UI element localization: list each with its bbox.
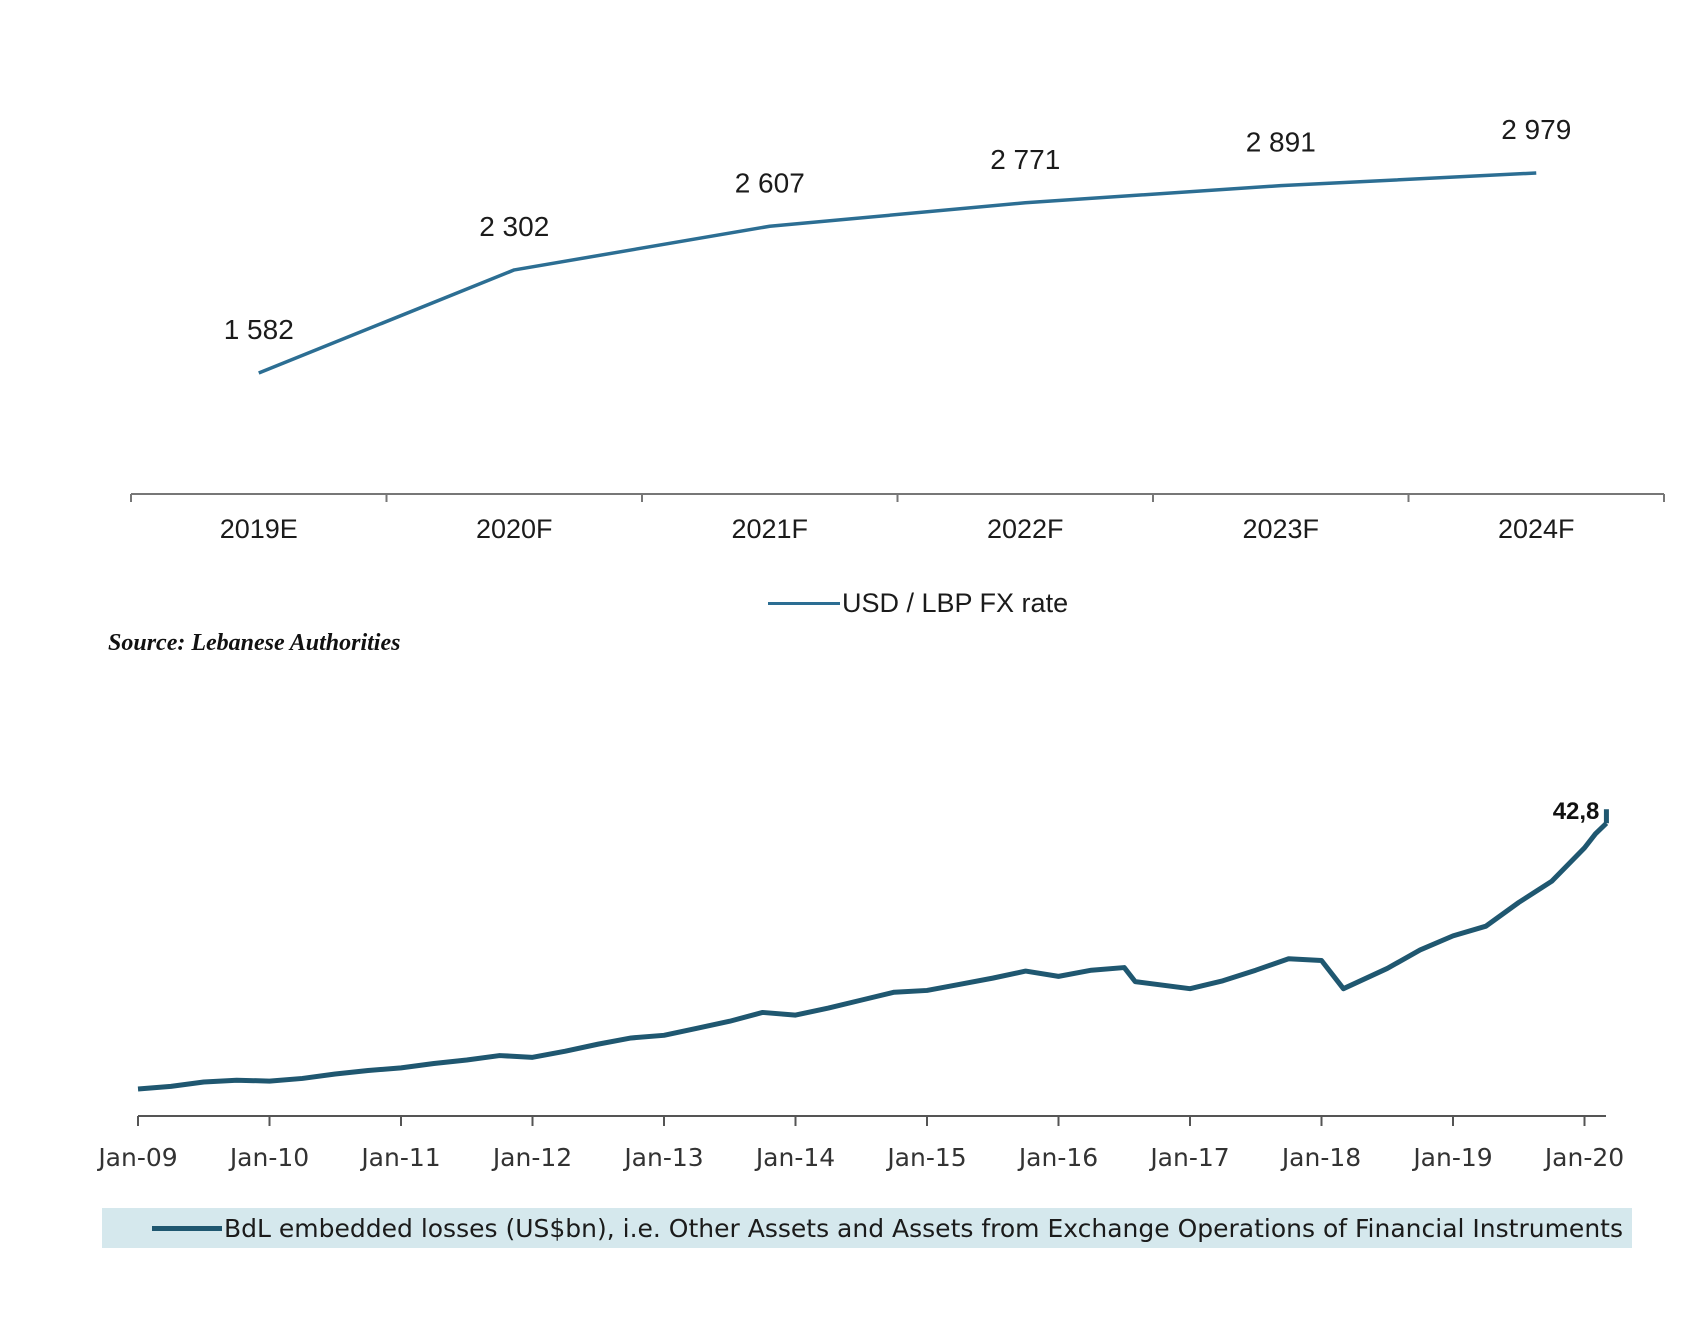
x-tick-label: Jan-09 (96, 1143, 177, 1172)
data-label: 2 771 (990, 144, 1060, 175)
source-note: Source: Lebanese Authorities (108, 630, 401, 656)
data-label: 2 979 (1501, 114, 1571, 145)
end-value-label: 42,8 (1553, 798, 1600, 825)
bdl-losses-line (137, 821, 1609, 1092)
x-tick-label: Jan-19 (1411, 1143, 1492, 1172)
x-tick-label: 2023F (1242, 514, 1319, 544)
x-tick-label: 2019E (220, 514, 298, 544)
fx-rate-legend-label: USD / LBP FX rate (842, 588, 1069, 618)
x-tick-label: Jan-12 (491, 1143, 572, 1172)
x-tick-label: 2022F (987, 514, 1064, 544)
x-tick-label: Jan-18 (1280, 1143, 1361, 1172)
fx-rate-line (258, 171, 1537, 375)
fx-rate-legend-swatch (768, 602, 840, 605)
data-label: 2 302 (479, 211, 549, 242)
fx-rate-chart: 2019E 2020F 2021F 2022F 2023F 2024F 1 582 2 302… (130, 114, 1665, 544)
x-tick-label: 2024F (1498, 514, 1575, 544)
bdl-losses-legend: BdL embedded losses (US$bn), i.e. Other … (102, 1208, 1632, 1248)
x-tick-label: Jan-15 (885, 1143, 966, 1172)
x-tick-label: Jan-14 (754, 1143, 835, 1172)
x-tick-label: Jan-10 (228, 1143, 309, 1172)
data-label: 2 891 (1246, 127, 1316, 158)
x-tick-label: Jan-13 (622, 1143, 703, 1172)
x-tick-label: Jan-17 (1148, 1143, 1229, 1172)
x-tick-label: Jan-16 (1017, 1143, 1098, 1172)
x-tick-label: Jan-20 (1543, 1143, 1624, 1172)
x-tick-label: 2020F (476, 514, 553, 544)
bdl-losses-legend-label: BdL embedded losses (US$bn), i.e. Other … (224, 1214, 1623, 1243)
data-label: 1 582 (224, 314, 294, 345)
bdl-losses-chart: Jan-09 Jan-10 Jan-11 Jan-12 Jan-13 Jan-14 Jan-… (96, 798, 1624, 1172)
bdl-losses-legend-swatch (152, 1226, 222, 1231)
x-tick-label: 2021F (731, 514, 808, 544)
x-tick-label: Jan-11 (359, 1143, 440, 1172)
data-label: 2 607 (735, 167, 805, 198)
